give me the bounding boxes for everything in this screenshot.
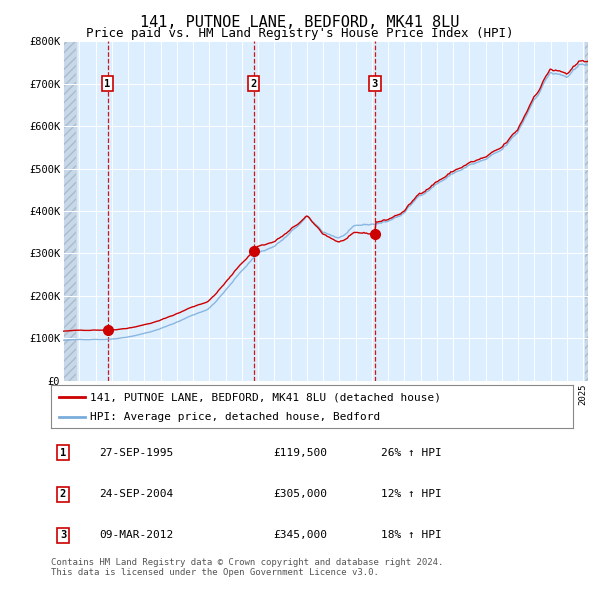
Text: 141, PUTNOE LANE, BEDFORD, MK41 8LU (detached house): 141, PUTNOE LANE, BEDFORD, MK41 8LU (det…: [90, 392, 441, 402]
Text: 27-SEP-1995: 27-SEP-1995: [99, 448, 173, 458]
Text: 141, PUTNOE LANE, BEDFORD, MK41 8LU: 141, PUTNOE LANE, BEDFORD, MK41 8LU: [140, 15, 460, 30]
Text: 2: 2: [251, 78, 257, 88]
Text: 12% ↑ HPI: 12% ↑ HPI: [381, 489, 442, 499]
Text: 09-MAR-2012: 09-MAR-2012: [99, 530, 173, 540]
Text: 26% ↑ HPI: 26% ↑ HPI: [381, 448, 442, 458]
Text: £305,000: £305,000: [273, 489, 327, 499]
Text: 24-SEP-2004: 24-SEP-2004: [99, 489, 173, 499]
Text: HPI: Average price, detached house, Bedford: HPI: Average price, detached house, Bedf…: [90, 412, 380, 422]
Text: 3: 3: [60, 530, 66, 540]
Text: £345,000: £345,000: [273, 530, 327, 540]
Text: 2: 2: [60, 489, 66, 499]
Text: £119,500: £119,500: [273, 448, 327, 458]
Bar: [585, 41, 588, 381]
Text: 18% ↑ HPI: 18% ↑ HPI: [381, 530, 442, 540]
Text: 3: 3: [372, 78, 378, 88]
Text: Price paid vs. HM Land Registry's House Price Index (HPI): Price paid vs. HM Land Registry's House …: [86, 27, 514, 40]
Bar: [63, 41, 76, 381]
Bar: [585, 41, 588, 381]
Text: Contains HM Land Registry data © Crown copyright and database right 2024.
This d: Contains HM Land Registry data © Crown c…: [51, 558, 443, 577]
Text: 1: 1: [60, 448, 66, 458]
Text: 1: 1: [104, 78, 110, 88]
Bar: [63, 41, 76, 381]
